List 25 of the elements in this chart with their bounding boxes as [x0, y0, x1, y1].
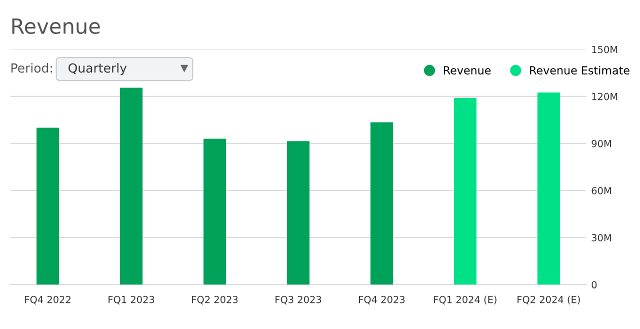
y-tick-label: 150M — [592, 46, 618, 54]
x-tick-label: FQ3 2023 — [276, 296, 322, 304]
bar — [370, 122, 393, 285]
bar — [120, 88, 143, 285]
bar — [454, 98, 476, 285]
chart-title: Revenue — [12, 18, 100, 34]
annotation: Quarterly — [68, 63, 127, 76]
bar — [203, 138, 226, 285]
x-tick-label: FQ4 2023 — [359, 296, 405, 304]
x-tick-label: FQ2 2024 (E) — [518, 296, 580, 304]
legend-label: Revenue Estimate — [530, 66, 630, 75]
x-tick-label: FQ1 2024 (E) — [434, 296, 496, 304]
y-tick-label: 120M — [592, 92, 618, 100]
bar — [537, 92, 560, 285]
x-tick-label: FQ2 2023 — [192, 296, 238, 304]
y-tick-label: 90M — [592, 140, 611, 148]
y-tick-label: 60M — [592, 186, 611, 194]
bar — [36, 128, 60, 285]
legend-label: Revenue — [444, 66, 491, 75]
bar — [286, 141, 310, 285]
y-tick-label: 30M — [592, 234, 611, 242]
x-tick-label: FQ1 2023 — [108, 296, 154, 304]
y-tick-label: 0 — [592, 281, 597, 288]
annotation: Period: — [11, 63, 52, 73]
x-tick-label: FQ4 2022 — [25, 296, 70, 304]
